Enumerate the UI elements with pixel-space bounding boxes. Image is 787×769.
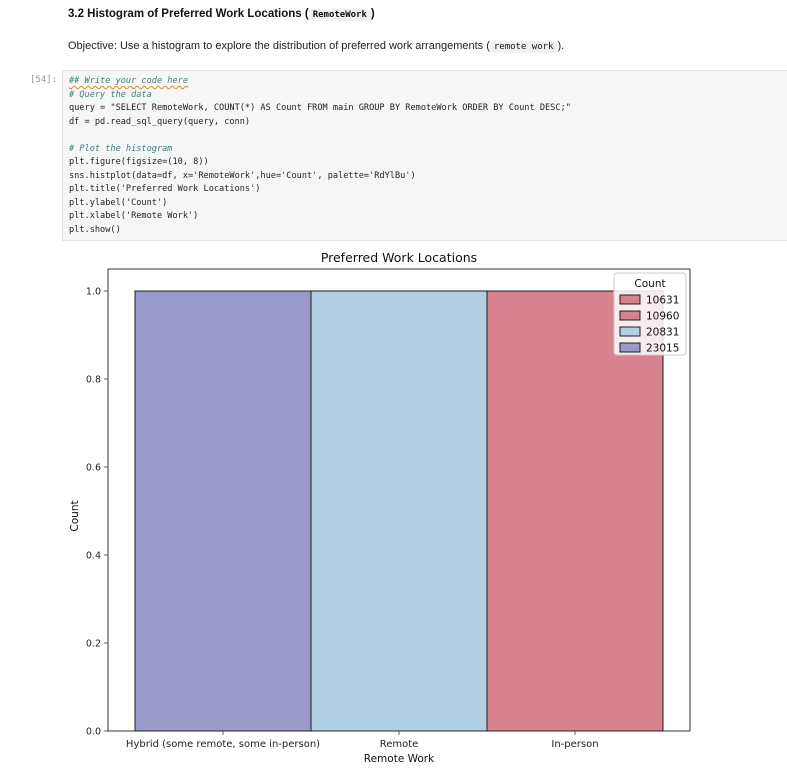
x-tick-label: Remote — [380, 739, 419, 750]
legend-swatch — [619, 310, 641, 321]
section-heading: 3.2 Histogram of Preferred Work Location… — [68, 8, 375, 21]
histogram-chart: Preferred Work Locations Hybrid (some rem… — [69, 250, 691, 765]
y-axis-label: Count — [69, 500, 81, 531]
code-line[interactable]: query = "SELECT RemoteWork, COUNT(*) AS … — [69, 102, 787, 116]
histogram-bar — [310, 290, 488, 732]
objective-text: Objective: Use a histogram to explore th… — [68, 40, 565, 53]
code-line[interactable]: plt.figure(figsize=(10, 8)) — [69, 156, 787, 170]
code-line-text: # Plot the histogram — [69, 143, 173, 154]
legend-swatch — [619, 294, 641, 305]
x-tick-label: In-person — [551, 739, 598, 750]
code-line-text: plt.show() — [69, 224, 121, 235]
code-line[interactable]: plt.title('Preferred Work Locations') — [69, 183, 787, 197]
plot-frame — [107, 268, 691, 732]
legend-swatch — [619, 326, 641, 337]
code-line[interactable]: sns.histplot(data=df, x='RemoteWork',hue… — [69, 170, 787, 184]
objective-suffix: ). — [557, 40, 565, 52]
y-tick-label: 0.2 — [86, 639, 101, 650]
code-line-text: # Query the data — [69, 89, 152, 100]
legend-swatch — [619, 342, 641, 353]
x-axis-label: Remote Work — [364, 753, 435, 765]
code-line-text: plt.figure(figsize=(10, 8)) — [69, 157, 209, 167]
legend-entry-label: 10631 — [646, 295, 679, 307]
code-line[interactable]: plt.ylabel('Count') — [69, 197, 787, 211]
code-line[interactable]: df = pd.read_sql_query(query, conn) — [69, 116, 787, 130]
code-line[interactable]: ## Write your code here — [69, 75, 787, 89]
code-line-text: plt.xlabel('Remote Work') — [69, 211, 199, 221]
code-line[interactable]: # Plot the histogram — [69, 143, 787, 157]
code-line-text: sns.histplot(data=df, x='RemoteWork',hue… — [69, 170, 416, 181]
heading-code: RemoteWork — [308, 9, 371, 21]
y-tick-label: 0.4 — [86, 551, 101, 562]
code-line-text: df = pd.read_sql_query(query, conn) — [69, 116, 251, 127]
y-tick-label: 0.0 — [86, 727, 101, 738]
legend-title: Count — [634, 278, 665, 290]
code-line[interactable]: # Query the data — [69, 89, 787, 103]
legend-entry-label: 23015 — [646, 343, 679, 355]
code-line[interactable] — [69, 129, 787, 143]
code-line-text: plt.ylabel('Count') — [69, 197, 168, 208]
code-cell-editor[interactable]: ## Write your code here # Query the data… — [62, 70, 787, 241]
code-line-text: plt.title('Preferred Work Locations') — [69, 184, 261, 194]
legend-entry-label: 20831 — [646, 327, 679, 339]
cell-output-figure: Preferred Work Locations Hybrid (some rem… — [0, 244, 787, 765]
code-line-text: query = "SELECT RemoteWork, COUNT(*) AS … — [69, 103, 571, 113]
code-line-text: ## Write your code here — [69, 76, 188, 86]
code-line[interactable]: plt.show() — [69, 224, 787, 238]
histogram-bar — [486, 290, 664, 732]
heading-text: 3.2 Histogram of Preferred Work Location… — [68, 8, 309, 20]
cell-execution-count: [54]: — [30, 75, 58, 85]
heading-suffix: ) — [370, 8, 375, 20]
objective-code: remote work — [489, 41, 558, 53]
legend-entry-label: 10960 — [646, 311, 679, 323]
code-line[interactable]: plt.xlabel('Remote Work') — [69, 210, 787, 224]
y-tick-label: 0.6 — [86, 463, 101, 474]
x-tick-label: Hybrid (some remote, some in-person) — [126, 739, 320, 750]
chart-title: Preferred Work Locations — [321, 250, 477, 265]
histogram-bar — [134, 290, 312, 732]
objective-prefix: Objective: Use a histogram to explore th… — [68, 40, 490, 52]
y-tick-label: 0.8 — [86, 375, 101, 386]
y-tick-label: 1.0 — [86, 287, 101, 298]
